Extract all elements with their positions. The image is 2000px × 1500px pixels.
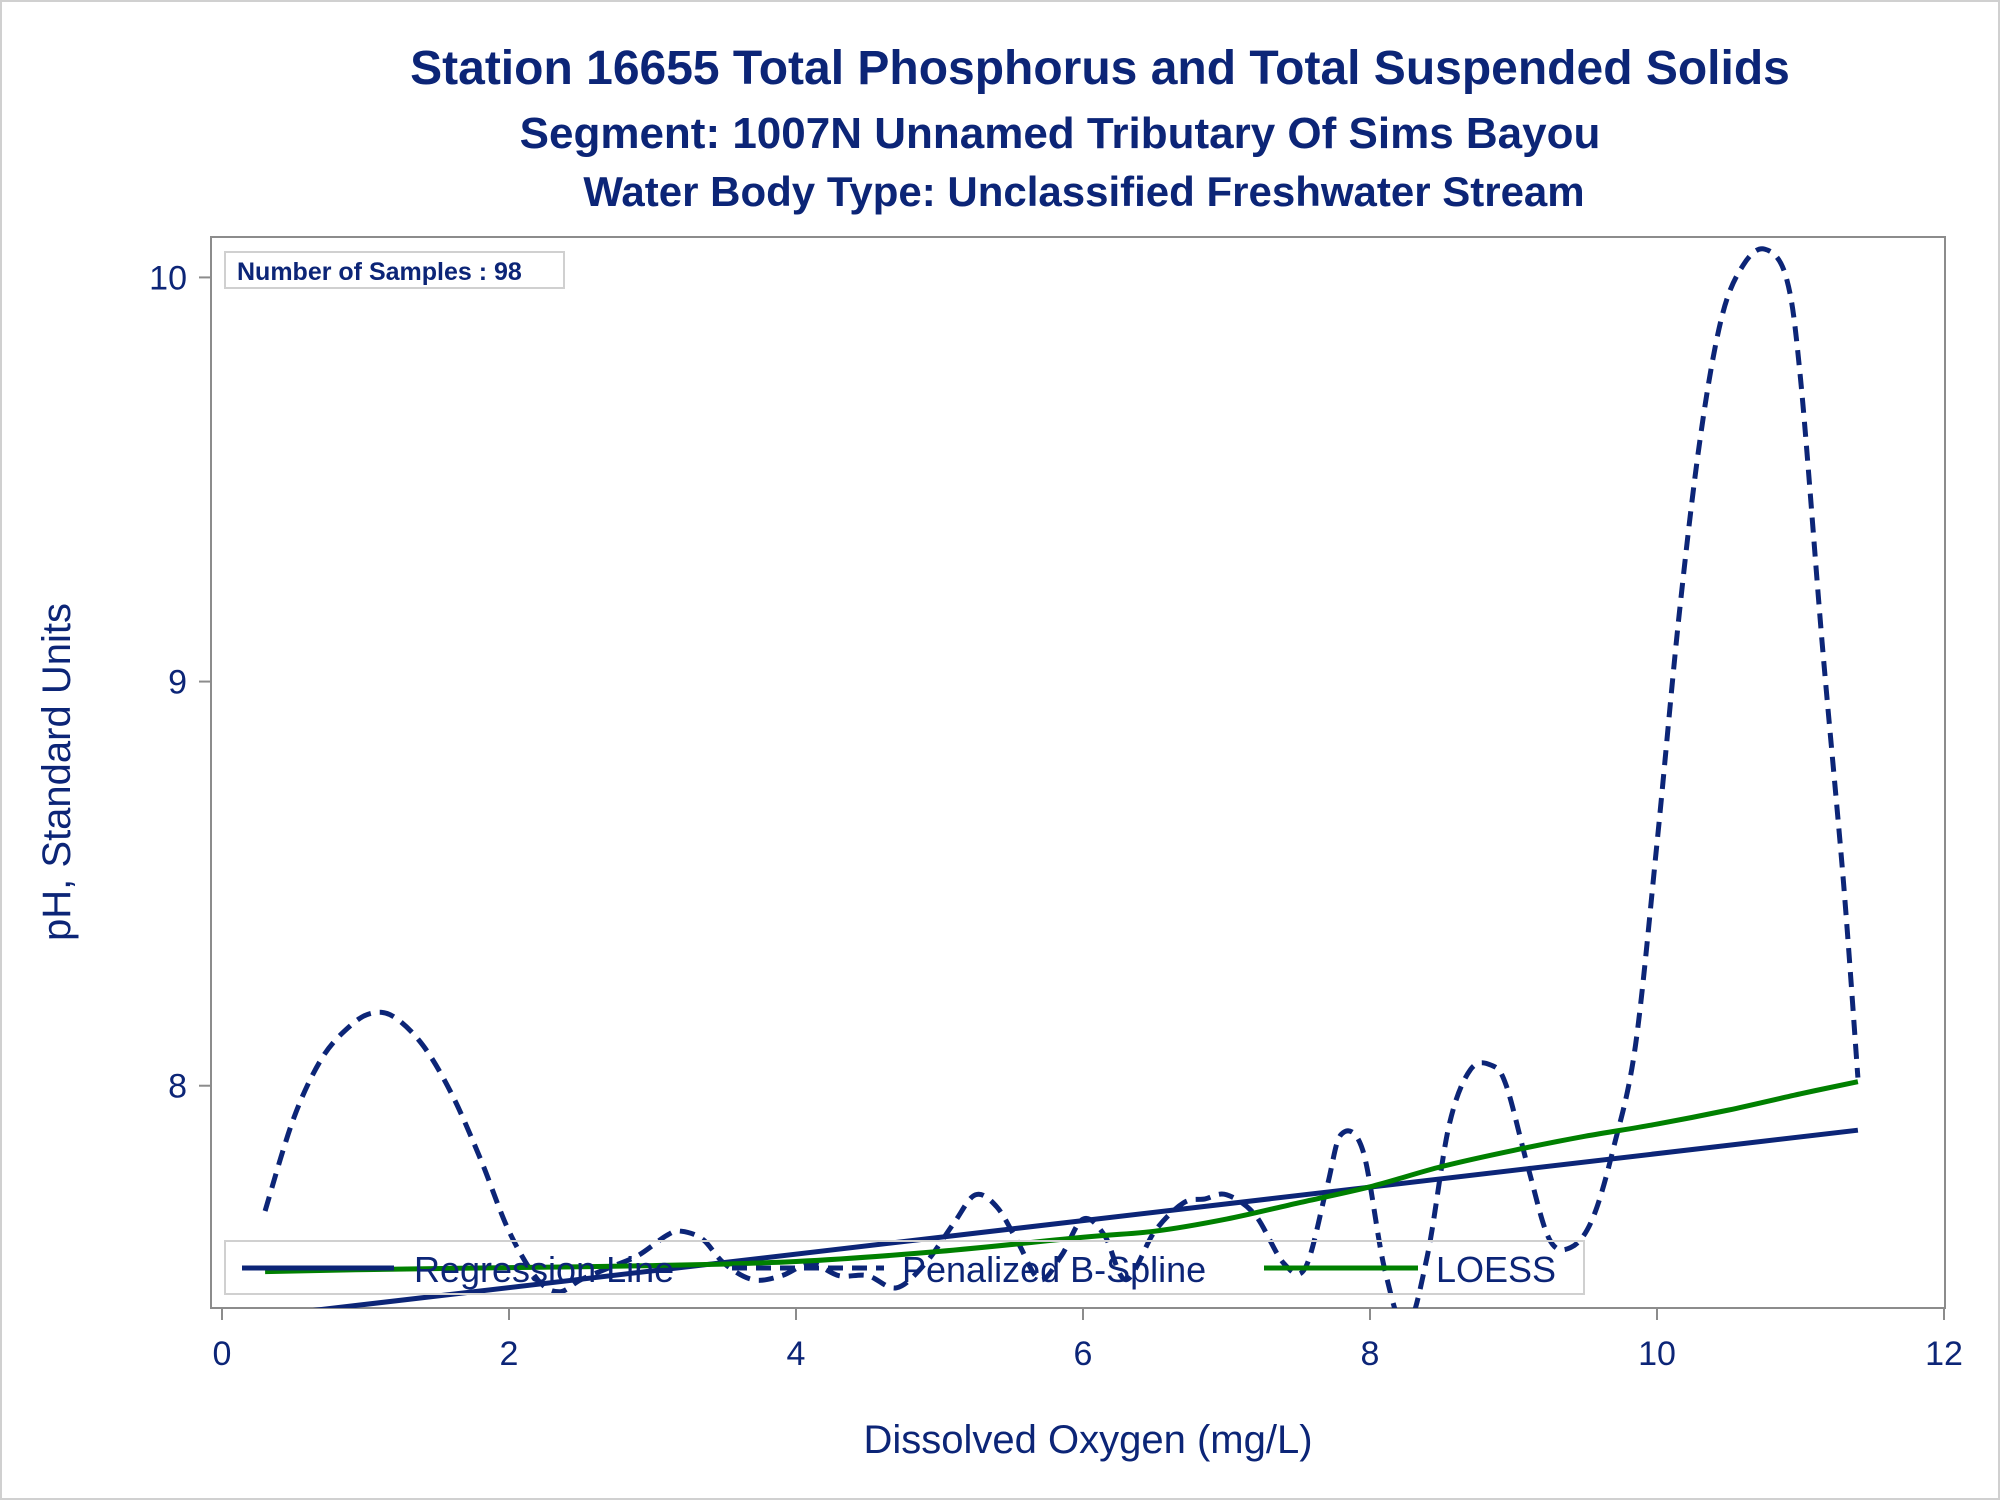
legend-frame [224,1240,1585,1295]
x-tick-label: 4 [787,1335,806,1373]
legend: Regression Line Penalized B-Spline LOESS [224,1240,1585,1295]
y-tick-label: 9 [168,664,187,702]
series-line-loess [265,1079,1859,1275]
x-tick-label: 2 [500,1335,519,1373]
y-axis: 8 9 10 [149,237,212,1308]
y-tick-label: 10 [149,259,187,297]
y-axis-label: pH, Standard Units [35,603,79,941]
series-line-spline [262,246,1861,1308]
series-lines [262,246,1861,1308]
sample-count-frame [224,251,565,289]
sample-count-text: Number of Samples : 98 [237,258,522,286]
x-tick-label: 10 [1638,1335,1676,1373]
x-tick-label: 6 [1074,1335,1093,1373]
legend-label-regression: Regression Line [414,1249,674,1290]
x-axis-label: Dissolved Oxygen (mg/L) [863,1418,1312,1462]
legend-label-spline: Penalized B-Spline [902,1249,1206,1290]
series-line-regression [312,1127,1859,1308]
legend-label-loess: LOESS [1436,1249,1556,1290]
x-axis: 0 2 4 6 8 10 12 [211,1307,1963,1373]
chart-title: Station 16655 Total Phosphorus and Total… [410,42,1790,95]
chart-subtitle: Segment: 1007N Unnamed Tributary Of Sims… [520,109,1601,158]
y-tick-label: 8 [168,1068,187,1106]
chart-subtitle-2: Water Body Type: Unclassified Freshwater… [583,168,1584,215]
x-tick-label: 8 [1361,1335,1380,1373]
x-tick-label: 12 [1925,1335,1963,1373]
sample-count-box: Number of Samples : 98 [224,251,565,289]
x-tick-label: 0 [213,1335,232,1373]
